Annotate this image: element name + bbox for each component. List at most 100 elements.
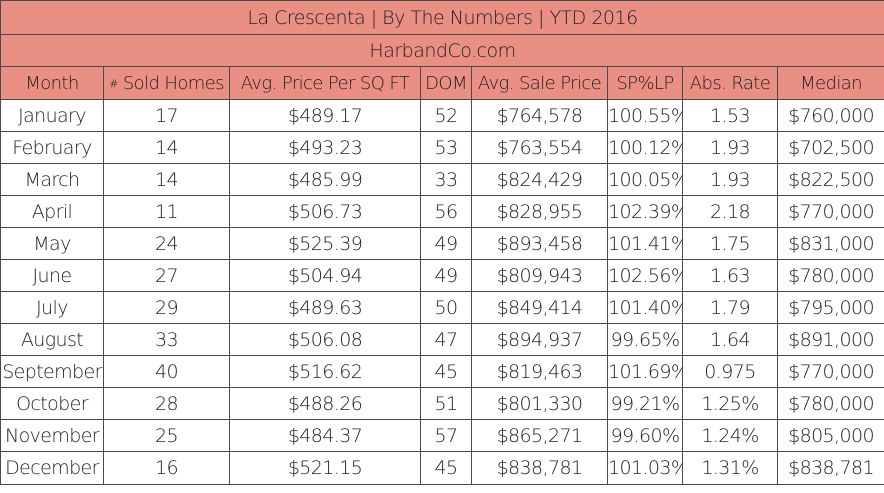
cell-sold-homes: 29 [103,291,230,324]
cell-sale-price: $809,943 [471,259,608,292]
cell-month: February [0,131,104,164]
header-median: Median [776,66,884,100]
table-row: December 16 $521.15 45 $838,781 101.03% 1.31% $… [0,451,884,485]
table-row: May 24 $525.39 49 $893,458 101.41% 1.75 $831,00… [0,227,884,260]
cell-splp: 100.12% [607,131,683,164]
site-name: HarbandCo.com [0,34,884,67]
cell-dom: 45 [420,451,472,485]
cell-abs-rate: 1.63 [682,259,778,292]
header-row: Month # Sold Homes Avg. Price Per SQ FT … [0,66,884,100]
cell-median: $795,000 [776,291,884,324]
cell-sold-homes: 25 [103,419,230,452]
table-row: January 17 $489.17 52 $764,578 100.55% 1.53 $76… [0,99,884,132]
table-row: March 14 $485.99 33 $824,429 100.05% 1.93 $822,… [0,163,884,196]
cell-price-sqft: $489.17 [229,99,421,132]
cell-splp: 100.05% [607,163,683,196]
cell-price-sqft: $506.08 [229,323,421,356]
cell-splp: 99.21% [607,387,683,420]
header-price-sqft: Avg. Price Per SQ FT [229,66,421,100]
cell-splp: 100.55% [607,99,683,132]
header-abs-rate: Abs. Rate [682,66,778,100]
cell-median: $780,000 [776,387,884,420]
cell-price-sqft: $525.39 [229,227,421,260]
cell-month: June [0,259,104,292]
page-title: La Crescenta | By The Numbers | YTD 2016 [0,0,884,35]
header-sold-homes: # Sold Homes [103,66,230,100]
cell-dom: 45 [420,355,472,388]
header-splp: SP%LP [607,66,683,100]
cell-price-sqft: $493.23 [229,131,421,164]
cell-dom: 49 [420,259,472,292]
cell-dom: 56 [420,195,472,228]
cell-dom: 47 [420,323,472,356]
cell-median: $702,500 [776,131,884,164]
cell-sale-price: $865,271 [471,419,608,452]
cell-abs-rate: 1.24% [682,419,778,452]
cell-splp: 101.03% [607,451,683,485]
cell-price-sqft: $521.15 [229,451,421,485]
cell-median: $770,000 [776,355,884,388]
cell-abs-rate: 2.18 [682,195,778,228]
cell-abs-rate: 1.25% [682,387,778,420]
cell-month: December [0,451,104,485]
cell-price-sqft: $485.99 [229,163,421,196]
cell-sale-price: $828,955 [471,195,608,228]
cell-dom: 49 [420,227,472,260]
cell-sale-price: $819,463 [471,355,608,388]
cell-sold-homes: 24 [103,227,230,260]
cell-dom: 33 [420,163,472,196]
cell-month: October [0,387,104,420]
header-month: Month [0,66,104,100]
cell-abs-rate: 1.93 [682,131,778,164]
site-row: HarbandCo.com [0,34,884,67]
cell-month: August [0,323,104,356]
cell-dom: 52 [420,99,472,132]
table-row: October 28 $488.26 51 $801,330 99.21% 1.25% $78… [0,387,884,420]
table-row: September 40 $516.62 45 $819,463 101.69% 0.975… [0,355,884,388]
cell-abs-rate: 1.93 [682,163,778,196]
cell-abs-rate: 1.79 [682,291,778,324]
cell-median: $831,000 [776,227,884,260]
cell-sold-homes: 40 [103,355,230,388]
header-sale-price: Avg. Sale Price [471,66,608,100]
cell-sold-homes: 14 [103,163,230,196]
cell-median: $780,000 [776,259,884,292]
cell-splp: 102.56% [607,259,683,292]
cell-splp: 101.40% [607,291,683,324]
cell-median: $822,500 [776,163,884,196]
table-row: July 29 $489.63 50 $849,414 101.40% 1.79 $795,0… [0,291,884,324]
cell-abs-rate: 1.53 [682,99,778,132]
cell-price-sqft: $484.37 [229,419,421,452]
cell-price-sqft: $504.94 [229,259,421,292]
table-row: February 14 $493.23 53 $763,554 100.12% 1.93 $7… [0,131,884,164]
cell-price-sqft: $516.62 [229,355,421,388]
cell-month: January [0,99,104,132]
cell-sold-homes: 33 [103,323,230,356]
table-row: June 27 $504.94 49 $809,943 102.56% 1.63 $780,0… [0,259,884,292]
cell-abs-rate: 1.64 [682,323,778,356]
cell-abs-rate: 1.31% [682,451,778,485]
cell-median: $760,000 [776,99,884,132]
table-row: November 25 $484.37 57 $865,271 99.60% 1.24% $8… [0,419,884,452]
cell-price-sqft: $488.26 [229,387,421,420]
cell-dom: 57 [420,419,472,452]
cell-median: $805,000 [776,419,884,452]
cell-sale-price: $849,414 [471,291,608,324]
cell-sale-price: $893,458 [471,227,608,260]
cell-splp: 101.41% [607,227,683,260]
cell-month: July [0,291,104,324]
cell-splp: 99.65% [607,323,683,356]
table-body: January 17 $489.17 52 $764,578 100.55% 1.53 $76… [0,99,884,485]
title-row: La Crescenta | By The Numbers | YTD 2016 [0,0,884,35]
cell-sold-homes: 16 [103,451,230,485]
cell-median: $770,000 [776,195,884,228]
hash-symbol: # [109,77,118,90]
cell-sold-homes: 14 [103,131,230,164]
cell-dom: 53 [420,131,472,164]
cell-sold-homes: 11 [103,195,230,228]
cell-sale-price: $838,781 [471,451,608,485]
cell-sold-homes: 27 [103,259,230,292]
header-dom: DOM [420,66,472,100]
